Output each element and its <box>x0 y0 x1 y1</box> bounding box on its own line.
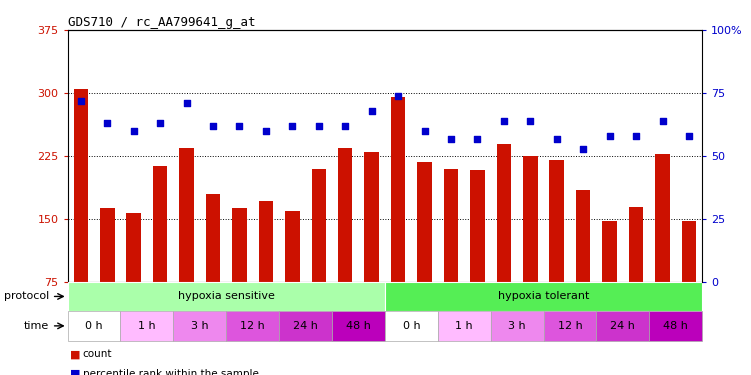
Point <box>445 135 457 141</box>
Bar <box>74 89 88 345</box>
Point <box>604 133 616 139</box>
Bar <box>544 310 596 341</box>
Bar <box>470 171 484 345</box>
Bar <box>650 310 702 341</box>
Bar <box>126 213 141 345</box>
Bar <box>120 310 173 341</box>
Point <box>578 146 590 152</box>
Bar <box>523 156 538 345</box>
Bar <box>312 169 326 345</box>
Bar <box>338 148 352 345</box>
Text: 3 h: 3 h <box>191 321 209 331</box>
Bar <box>656 154 670 345</box>
Point <box>260 128 272 134</box>
Bar <box>444 169 458 345</box>
Bar <box>173 310 226 341</box>
Point <box>366 108 378 114</box>
Text: 48 h: 48 h <box>663 321 688 331</box>
Point <box>75 98 87 104</box>
Point <box>154 120 166 126</box>
Bar <box>576 190 590 345</box>
Bar <box>496 144 511 345</box>
Text: 48 h: 48 h <box>346 321 371 331</box>
Bar <box>418 162 432 345</box>
Bar <box>385 282 702 310</box>
Text: ■: ■ <box>70 369 80 375</box>
Bar <box>153 166 167 345</box>
Point <box>683 133 695 139</box>
Text: protocol: protocol <box>4 291 49 302</box>
Bar <box>391 97 406 345</box>
Point <box>207 123 219 129</box>
Point <box>312 123 324 129</box>
Text: hypoxia sensitive: hypoxia sensitive <box>178 291 275 302</box>
Bar <box>179 148 194 345</box>
Point <box>550 135 562 141</box>
Text: percentile rank within the sample: percentile rank within the sample <box>83 369 258 375</box>
Bar <box>682 221 696 345</box>
Text: count: count <box>83 350 112 359</box>
Text: GDS710 / rc_AA799641_g_at: GDS710 / rc_AA799641_g_at <box>68 16 255 29</box>
Point <box>472 135 484 141</box>
Point <box>339 123 351 129</box>
Text: 24 h: 24 h <box>611 321 635 331</box>
Bar <box>385 310 438 341</box>
Bar <box>602 221 617 345</box>
Point <box>656 118 668 124</box>
Point <box>392 93 404 99</box>
Text: 1 h: 1 h <box>455 321 473 331</box>
Point <box>128 128 140 134</box>
Text: 24 h: 24 h <box>293 321 318 331</box>
Point <box>286 123 298 129</box>
Text: time: time <box>24 321 49 331</box>
Bar <box>232 209 247 345</box>
Point <box>418 128 430 134</box>
Bar <box>629 207 644 345</box>
Bar <box>490 310 544 341</box>
Text: ■: ■ <box>70 350 80 359</box>
Bar <box>100 209 114 345</box>
Bar <box>68 282 385 310</box>
Bar <box>364 152 379 345</box>
Point <box>180 100 192 106</box>
Bar <box>279 310 332 341</box>
Bar <box>68 310 120 341</box>
Bar <box>438 310 490 341</box>
Text: 12 h: 12 h <box>557 321 582 331</box>
Text: 1 h: 1 h <box>138 321 155 331</box>
Point <box>498 118 510 124</box>
Bar <box>285 211 300 345</box>
Text: 3 h: 3 h <box>508 321 526 331</box>
Bar <box>206 194 220 345</box>
Point <box>234 123 246 129</box>
Point <box>524 118 536 124</box>
Bar <box>550 160 564 345</box>
Text: hypoxia tolerant: hypoxia tolerant <box>498 291 590 302</box>
Bar <box>596 310 650 341</box>
Bar <box>226 310 279 341</box>
Point <box>630 133 642 139</box>
Bar <box>332 310 385 341</box>
Text: 0 h: 0 h <box>85 321 103 331</box>
Text: 0 h: 0 h <box>403 321 420 331</box>
Point <box>101 120 113 126</box>
Text: 12 h: 12 h <box>240 321 265 331</box>
Bar <box>258 201 273 345</box>
